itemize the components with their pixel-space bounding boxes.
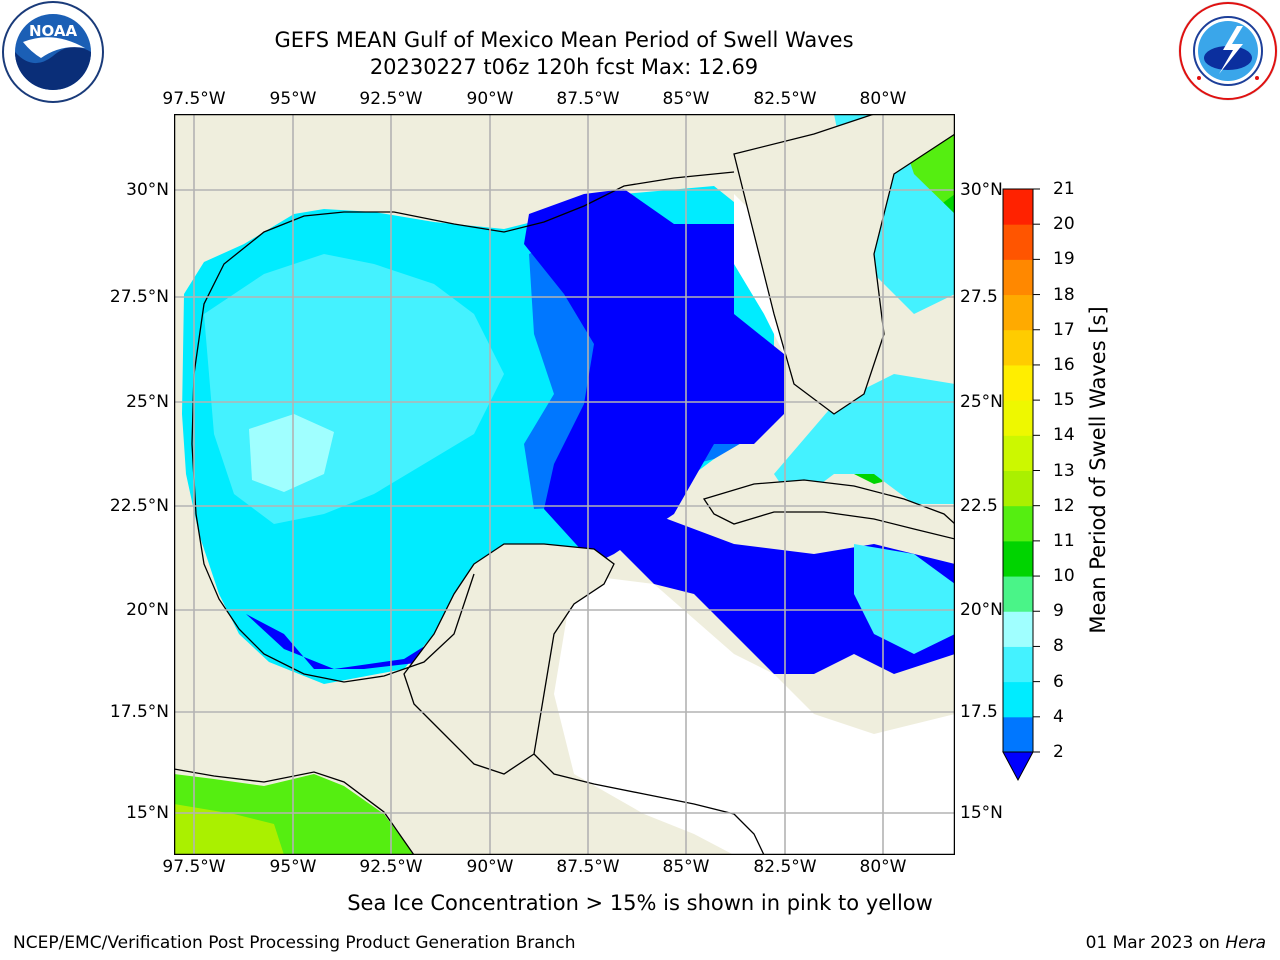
chart-title: GEFS MEAN Gulf of Mexico Mean Period of … (274, 28, 854, 52)
lat-label: 17.5 (960, 702, 998, 722)
colorbar-tick-label: 19 (1053, 249, 1075, 270)
mexico-coast (191, 373, 475, 683)
florida-land (733, 114, 955, 415)
lat-label: 30°N (960, 180, 1003, 200)
footer-credit: NCEP/EMC/Verification Post Processing Pr… (13, 933, 576, 953)
colorbar-band (1003, 681, 1033, 718)
pacific-coast (174, 768, 415, 855)
lon-label: 92.5°W (359, 857, 423, 877)
lat-label: 20°N (126, 600, 169, 620)
colorbar-tick-label: 13 (1053, 460, 1075, 481)
graticule (174, 114, 955, 855)
lon-label: 82.5°W (753, 857, 817, 877)
lon-label: 90°W (466, 89, 514, 109)
colorbar-band (1003, 435, 1033, 471)
colorbar-band (1003, 364, 1033, 401)
noaa-logo-text: NOAA (29, 22, 78, 40)
colorbar-title: Mean Period of Swell Waves [s] (1086, 306, 1110, 634)
lon-label: 82.5°W (753, 89, 817, 109)
lon-label: 92.5°W (359, 89, 423, 109)
lon-label: 97.5°W (162, 857, 226, 877)
lon-label: 87.5°W (556, 89, 620, 109)
sea-ice-note: Sea Ice Concentration > 15% is shown in … (347, 891, 933, 915)
footer-host: Hera (1225, 933, 1266, 953)
colorbar-band (1003, 646, 1033, 683)
lon-label: 87.5°W (556, 857, 620, 877)
footer-date: 01 Mar 2023 on Hera (1086, 933, 1266, 953)
colorbar-band (1003, 576, 1033, 612)
colorbar-tick-label: 9 (1053, 601, 1064, 622)
nws-logo (1178, 1, 1278, 101)
colorbar-tick-label: 10 (1053, 566, 1075, 587)
footer-date-text: 01 Mar 2023 on (1085, 933, 1226, 953)
colorbar-tick-label: 14 (1053, 425, 1075, 446)
colorbar-extend-min (1002, 751, 1034, 782)
gulf-water-zone-9s (249, 414, 334, 492)
colorbar-band (1003, 224, 1033, 260)
lat-label: 22.5°N (109, 496, 169, 516)
noaa-logo: NOAA (2, 1, 104, 103)
colorbar-tick-label: 4 (1053, 706, 1064, 727)
colorbar-tick-label: 2 (1053, 742, 1064, 762)
lat-label: 20°N (960, 600, 1003, 620)
caribbean-cyan (854, 544, 955, 654)
colorbar-tick-label: 18 (1053, 284, 1075, 305)
lat-label: 15°N (960, 803, 1003, 823)
colorbar-tick-label: 11 (1053, 530, 1075, 551)
lat-label: 15°N (126, 803, 169, 823)
colorbar-tick-label: 17 (1053, 319, 1075, 340)
lat-label: 22.5 (960, 496, 998, 516)
lat-label: 25°N (960, 392, 1003, 412)
lat-label: 17.5°N (109, 702, 169, 722)
chart-subtitle: 20230227 t06z 120h fcst Max: 12.69 (369, 55, 759, 79)
colorbar-band (1003, 329, 1033, 366)
lon-label: 97.5°W (162, 89, 226, 109)
lon-label: 85°W (662, 89, 710, 109)
colorbar-tick-label: 20 (1053, 214, 1075, 235)
lon-label: 90°W (466, 857, 514, 877)
colorbar-band (1003, 505, 1033, 542)
map-frame (174, 114, 955, 855)
lon-label: 85°W (662, 857, 710, 877)
colorbar-band (1003, 540, 1033, 577)
lat-label: 25°N (126, 392, 169, 412)
colorbar-band (1003, 189, 1033, 225)
pacific-yellowgreen-zone (174, 804, 284, 855)
lat-label: 27.5 (960, 287, 998, 307)
lat-label: 27.5°N (109, 287, 169, 307)
lon-label: 95°W (269, 857, 317, 877)
colorbar-band (1003, 259, 1033, 296)
colorbar-tick-label: 16 (1053, 354, 1075, 375)
bay-campeche-2s (246, 604, 474, 669)
swell-period-map (174, 114, 955, 855)
lon-label: 80°W (859, 89, 907, 109)
colorbar-tick-label: 6 (1053, 671, 1064, 692)
lon-label: 95°W (269, 89, 317, 109)
gulf-water-zone-2s (524, 189, 784, 564)
lat-label: 30°N (126, 180, 169, 200)
colorbar-tick-label: 12 (1053, 495, 1075, 516)
colorbar-band (1003, 294, 1033, 331)
colorbar-tick-label: 8 (1053, 636, 1064, 657)
colorbar-band (1003, 716, 1033, 753)
colorbar-band (1003, 470, 1033, 507)
colorbar-tick-label: 15 (1053, 390, 1075, 411)
colorbar-band (1003, 611, 1033, 647)
south-white (554, 574, 955, 855)
lon-label: 80°W (859, 857, 907, 877)
colorbar-band (1003, 400, 1033, 436)
florida-straits-cyan (774, 374, 955, 504)
colorbar (1002, 188, 1040, 782)
colorbar-tick-label: 21 (1053, 179, 1075, 199)
central-america-coast (533, 753, 765, 855)
cuba-land (702, 479, 955, 540)
